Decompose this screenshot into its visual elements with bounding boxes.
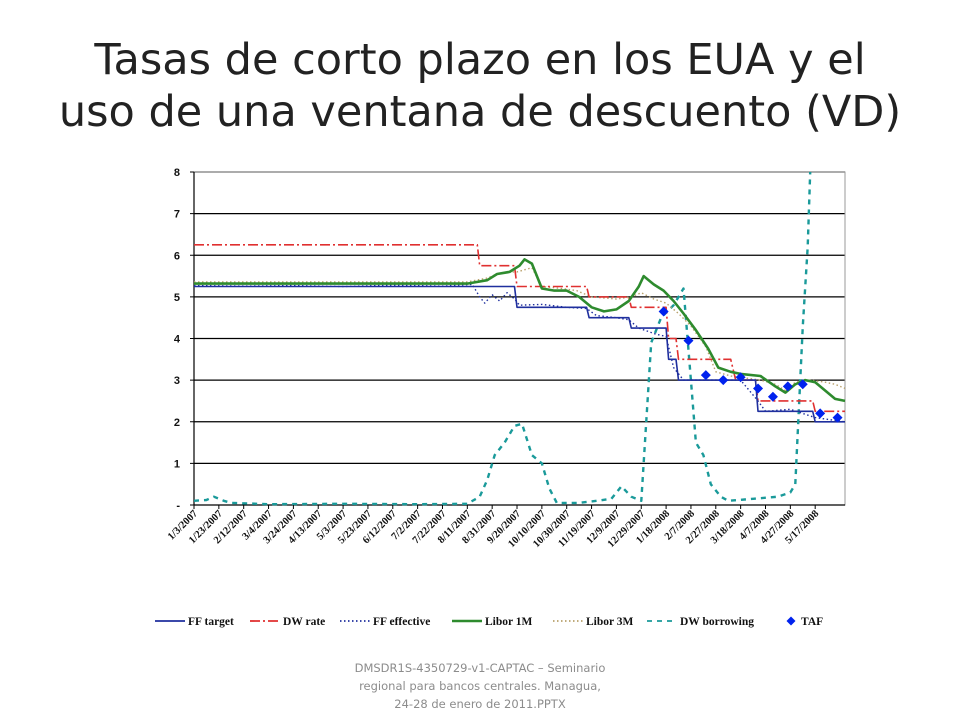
legend-label: DW borrowing <box>680 616 754 628</box>
series-lines <box>193 171 846 506</box>
taf-marker <box>753 383 764 394</box>
x-axis-ticks: 1/3/20071/23/20072/12/20073/4/20073/24/2… <box>166 505 821 550</box>
ff-target-line <box>194 285 845 423</box>
y-tick-label: 8 <box>174 167 180 179</box>
legend-label: FF effective <box>373 616 430 628</box>
y-tick-label: 5 <box>174 292 180 304</box>
ff-effective-line <box>193 283 846 423</box>
y-tick-label: 7 <box>174 209 180 221</box>
footer-note: DMSDR1S-4350729-v1-CAPTAC – Seminario re… <box>330 659 630 713</box>
legend-label: FF target <box>188 616 234 628</box>
taf-marker <box>782 381 793 392</box>
taf-marker <box>718 375 729 386</box>
y-tick-label: 1 <box>174 458 180 470</box>
libor-3m-line <box>194 267 846 392</box>
legend-item-ff-target: FF target <box>155 616 234 628</box>
y-tick-label: 2 <box>174 417 180 429</box>
taf-marker <box>683 335 694 346</box>
dw-rate-line <box>194 244 845 413</box>
footer-line-3: 24-28 de enero de 2011.PPTX <box>394 697 566 711</box>
footer-line-1: DMSDR1S-4350729-v1-CAPTAC – Seminario <box>354 661 606 675</box>
title-line-2: uso de una ventana de descuento (VD) <box>58 87 902 137</box>
legend-item-dw-rate: DW rate <box>250 616 325 628</box>
grid-lines <box>194 171 845 464</box>
legend-item-taf: TAF <box>786 616 823 628</box>
y-tick-label: 3 <box>174 375 180 387</box>
y-tick-label: 6 <box>174 250 180 262</box>
taf-marker <box>735 372 746 383</box>
legend-item-libor-1m: Libor 1M <box>452 616 533 628</box>
taf-marker <box>700 370 711 381</box>
libor-1m-line <box>194 258 846 403</box>
legend-label: Libor 1M <box>485 616 533 628</box>
title-line-1: Tasas de corto plazo en los EUA y el <box>94 35 866 85</box>
legend-label: DW rate <box>283 616 325 628</box>
legend-item-dw-borrowing: DW borrowing <box>647 616 754 628</box>
taf-marker <box>767 391 778 402</box>
legend-item-ff-effective: FF effective <box>340 616 430 628</box>
taf-marker <box>797 379 808 390</box>
y-axis-ticks: - 1 2 3 4 5 6 7 8 <box>174 167 194 512</box>
slide-title: Tasas de corto plazo en los EUA y el uso… <box>0 34 960 138</box>
y-tick-label: - <box>176 500 180 512</box>
legend-item-libor-3m: Libor 3M <box>553 616 634 628</box>
y-tick-label: 4 <box>174 334 181 346</box>
taf-marker <box>658 306 669 317</box>
dw-borrowing-line <box>193 171 812 506</box>
chart-legend: FF target DW rate FF effective Libor 1M Libo… <box>155 616 823 628</box>
legend-label: TAF <box>801 616 823 628</box>
footer-line-2: regional para bancos centrales. Managua, <box>359 679 601 693</box>
legend-swatch <box>786 616 796 626</box>
legend-label: Libor 3M <box>586 616 634 628</box>
taf-marker <box>815 408 826 419</box>
taf-marker <box>832 412 843 423</box>
